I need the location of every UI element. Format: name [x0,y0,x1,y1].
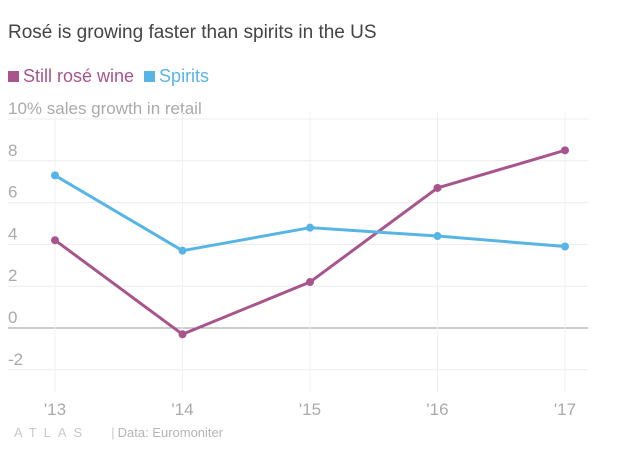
x-tick-label: '13 [44,400,66,419]
y-tick-label: 4 [8,224,17,243]
y-tick-label: 2 [8,266,17,285]
y-tick-label: 6 [8,183,17,202]
chart-footer: ATLAS | Data: Euromoniter [14,425,223,440]
data-point-rose [561,146,569,155]
data-point-rose [178,330,187,339]
legend-item-rose: Still rosé wine [8,66,134,87]
data-point-spirits [561,242,569,251]
data-point-spirits [178,246,187,255]
legend-item-spirits: Spirits [144,66,209,87]
x-tick-label: '14 [171,400,193,419]
y-tick-label: 10% sales growth in retail [8,99,202,118]
data-point-spirits [306,223,314,232]
data-point-spirits [51,171,59,180]
y-tick-label: 0 [8,308,17,327]
legend-swatch-rose [8,71,19,82]
x-tick-label: '16 [426,400,448,419]
series-layer [51,146,569,339]
y-axis-label: % sales growth in retail [27,99,202,118]
legend-label-rose: Still rosé wine [23,66,135,86]
y-tick-label: 8 [8,141,17,160]
data-point-rose [306,278,314,287]
chart-title: Rosé is growing faster than spirits in t… [8,22,377,43]
data-source: Data: Euromoniter [117,425,224,440]
grid-layer: -2 0 2 4 6 8 10% sales growth in retail '13 '14 '… [8,99,588,419]
chart-legend: Still rosé wine Spirits [8,66,219,87]
y-tick-label: -2 [8,350,23,369]
legend-swatch-spirits [144,71,156,82]
data-point-rose [433,183,442,192]
data-point-spirits [433,232,442,241]
legend-label-spirits: Spirits [159,66,210,86]
footer-separator: | [111,425,115,440]
atlas-logo: ATLAS [14,425,90,440]
x-tick-label: '15 [299,400,321,419]
data-point-rose [51,236,59,245]
x-tick-label: '17 [554,400,576,419]
